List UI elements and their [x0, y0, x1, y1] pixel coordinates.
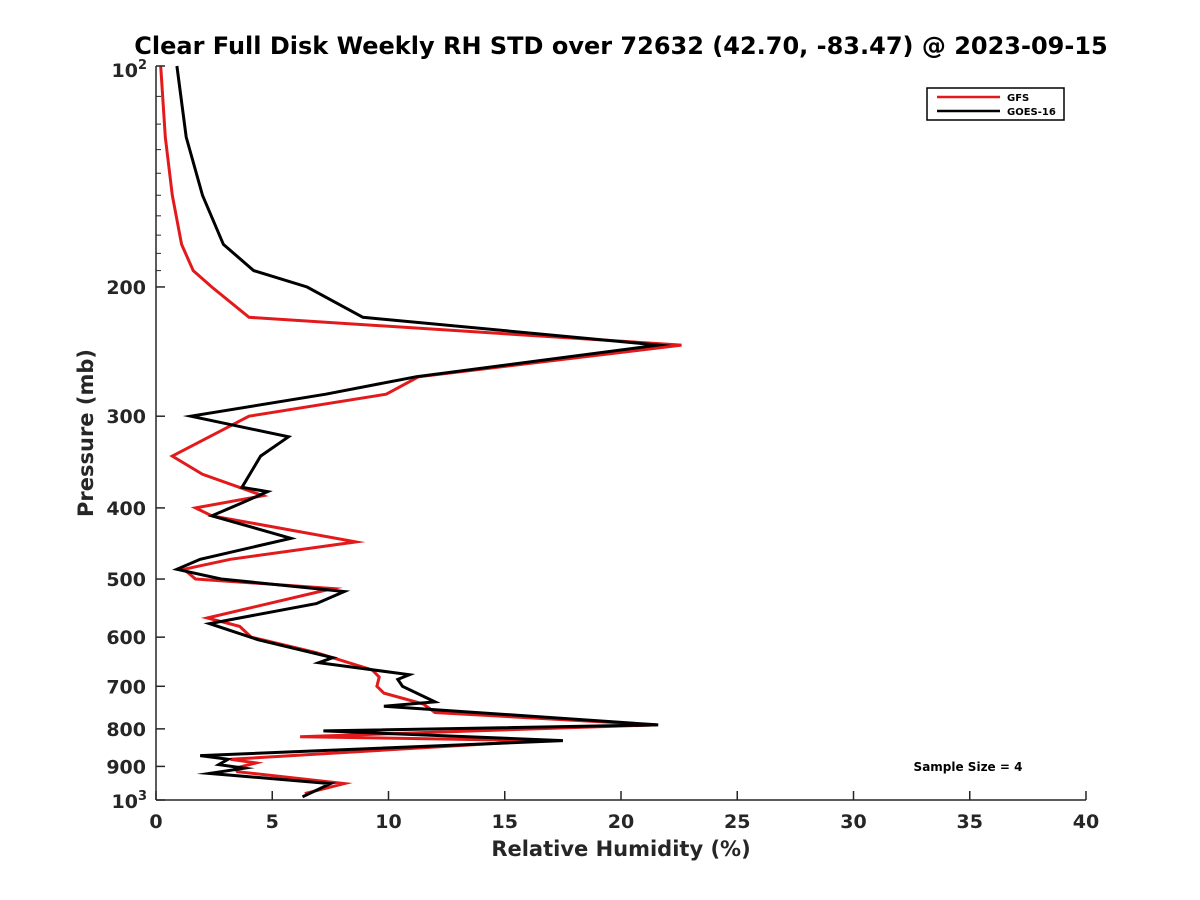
plot-area: [159, 65, 682, 799]
sample-size-annotation: Sample Size = 4: [914, 760, 1023, 774]
x-tick-label: 15: [492, 811, 518, 833]
x-tick-label: 10: [375, 811, 401, 833]
x-tick-label: 40: [1073, 811, 1099, 833]
chart-title: Clear Full Disk Weekly RH STD over 72632…: [134, 32, 1107, 60]
x-tick-label: 35: [957, 811, 983, 833]
y-axis-label: Pressure (mb): [74, 349, 98, 517]
y-tick-label: 600: [106, 627, 146, 649]
y-tick-label: 400: [106, 498, 146, 520]
x-tick-label: 20: [608, 811, 634, 833]
x-axis-label: Relative Humidity (%): [491, 837, 750, 861]
y-tick-top-exp: 2: [138, 58, 147, 73]
legend-label-gfs: GFS: [1007, 93, 1029, 104]
y-tick-label-top: 102: [112, 58, 148, 82]
x-tick-label: 25: [724, 811, 750, 833]
legend: GFS GOES-16: [926, 87, 1065, 121]
y-tick-label: 800: [106, 719, 146, 741]
y-tick-bottom-exp: 3: [138, 789, 147, 804]
legend-box: [926, 87, 1065, 121]
x-ticks: 0 5 10 15 20 25 30 35 40: [149, 791, 1099, 833]
y-ticks: 200 300 400 500 600 700 800 900: [106, 65, 165, 801]
y-tick-label: 500: [106, 569, 146, 591]
y-tick-label: 900: [106, 756, 146, 778]
legend-label-goes16: GOES-16: [1007, 107, 1056, 118]
y-tick-bottom-base: 10: [112, 791, 138, 813]
x-tick-label: 5: [266, 811, 279, 833]
y-tick-label: 700: [106, 676, 146, 698]
x-tick-label: 0: [149, 811, 162, 833]
y-tick-label-bottom: 103: [112, 789, 148, 813]
y-tick-label: 300: [106, 406, 146, 428]
y-tick-top-base: 10: [112, 60, 138, 82]
series-line-goes16: [172, 65, 672, 799]
x-tick-label: 30: [840, 811, 866, 833]
y-tick-label: 200: [106, 277, 146, 299]
